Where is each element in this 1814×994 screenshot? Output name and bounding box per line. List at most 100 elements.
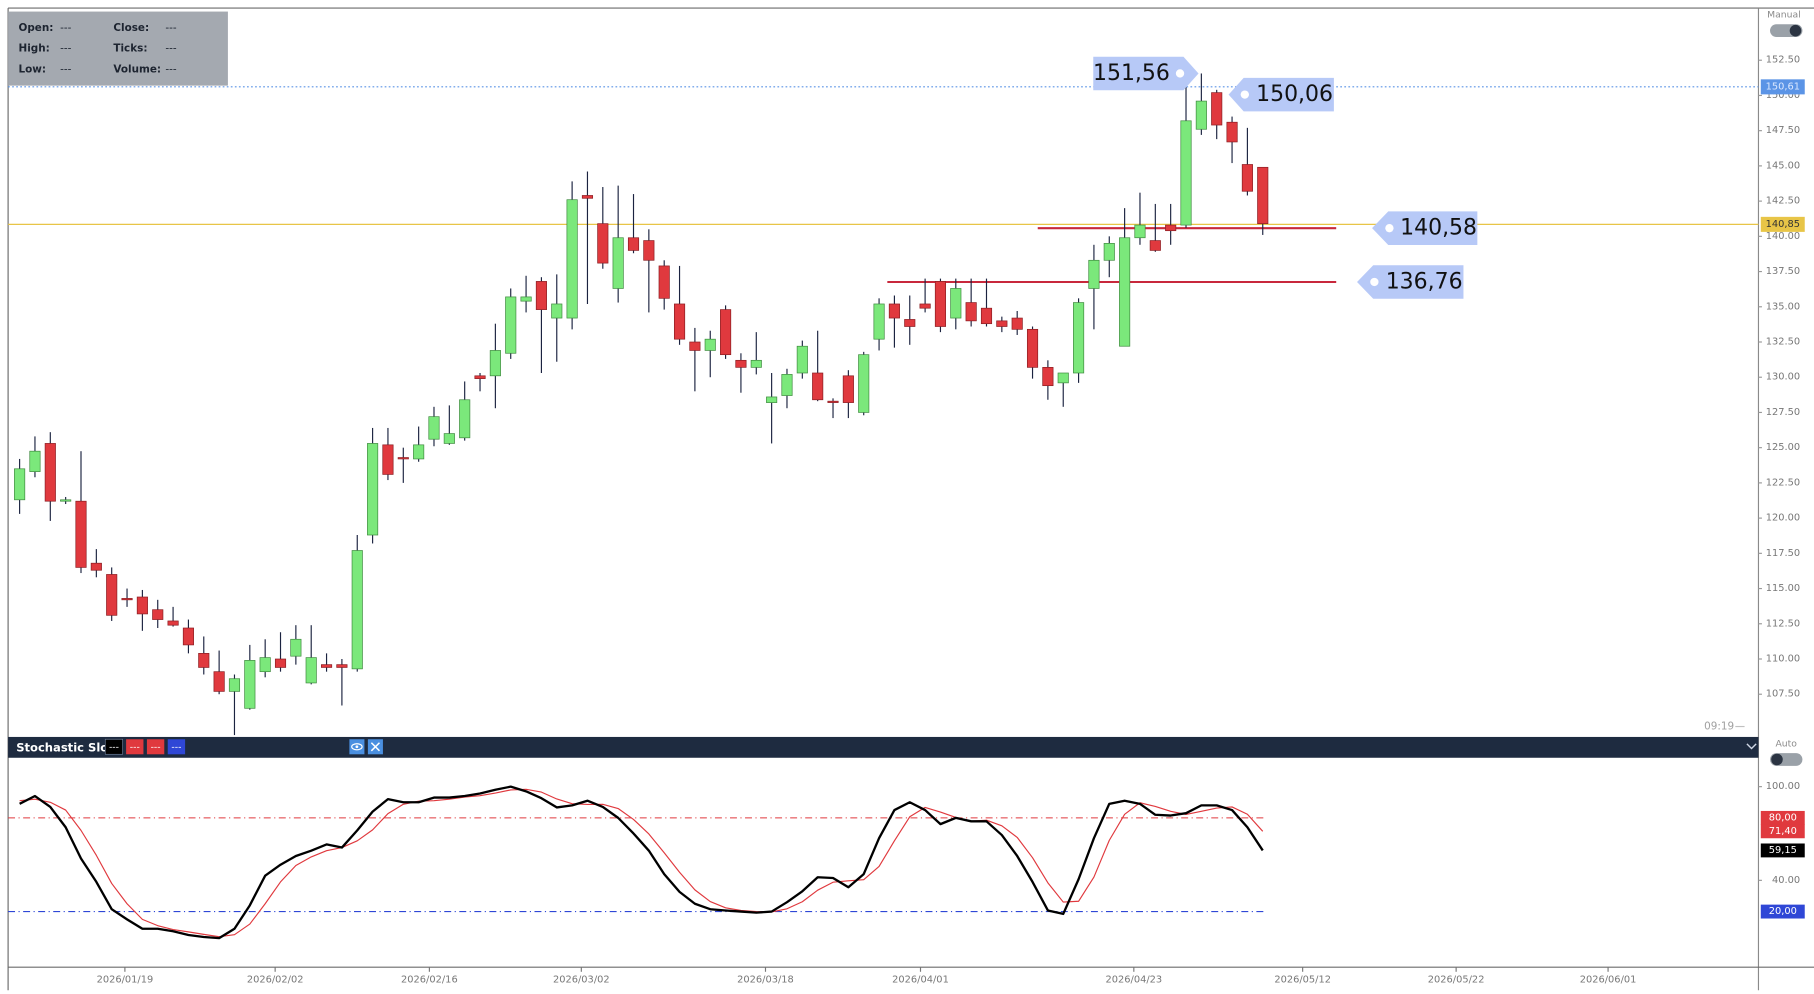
y-tick-label: 130.00	[1766, 372, 1800, 383]
manual-toggle[interactable]	[1770, 24, 1803, 38]
info-value: ---	[60, 22, 72, 34]
candle-body	[1011, 317, 1023, 330]
candle-body	[413, 444, 425, 460]
param-box[interactable]	[126, 739, 144, 755]
price-label-box	[1760, 79, 1805, 95]
candle-body	[643, 240, 655, 261]
level-label-box	[1760, 904, 1805, 919]
annotation-box	[1372, 211, 1478, 245]
candle-body	[566, 199, 578, 319]
candle-body	[244, 660, 256, 709]
candle-body	[735, 359, 747, 368]
price-label-box	[1760, 216, 1805, 232]
candle-body	[1073, 302, 1085, 374]
candle-body	[996, 320, 1008, 327]
candle-body	[535, 281, 547, 310]
candle-body	[459, 399, 471, 439]
y-tick-label: 140.00	[1766, 231, 1800, 242]
candle-body	[1042, 367, 1054, 387]
candle-body	[919, 303, 931, 309]
info-value: ---	[165, 63, 177, 75]
param-value[interactable]: ---	[130, 741, 140, 752]
info-label: Low:	[19, 63, 47, 75]
param-box[interactable]	[167, 739, 186, 755]
y-tick-label: 110.00	[1766, 653, 1800, 664]
info-label: Open:	[19, 22, 54, 34]
candle-body	[182, 627, 194, 646]
y-tick-label: 132.50	[1766, 337, 1800, 348]
indicator-header	[8, 736, 1759, 758]
candle-body	[1257, 166, 1269, 225]
x-tick-label: 2026/04/01	[892, 974, 949, 985]
visibility-button[interactable]	[349, 739, 365, 755]
collapse-chevron[interactable]	[1746, 743, 1757, 750]
candle-body	[75, 500, 87, 568]
info-value: ---	[60, 63, 72, 75]
annotation-label: 136,76	[1386, 269, 1463, 294]
x-tick-label: 2026/05/12	[1274, 974, 1331, 985]
candle-body	[305, 657, 317, 684]
candle-body	[858, 354, 870, 413]
param-value[interactable]: ---	[151, 741, 161, 752]
y-tick-label: 147.50	[1766, 125, 1800, 136]
annotation-box	[1093, 56, 1199, 91]
candle-body	[597, 223, 609, 264]
close-button[interactable]	[367, 739, 383, 755]
y-tick-label: 135.00	[1766, 301, 1800, 312]
toggle-label: Auto	[1775, 738, 1797, 749]
candle-body	[228, 678, 241, 692]
price-label: 150,61	[1766, 81, 1800, 92]
value-label-box	[1760, 824, 1805, 839]
candle-body	[796, 345, 808, 374]
y-tick-label: 120.00	[1766, 513, 1800, 524]
candle-body	[1057, 372, 1069, 384]
candle-body	[520, 296, 532, 302]
annotation-pin	[1370, 277, 1379, 287]
info-value: ---	[60, 43, 72, 55]
candle-body	[121, 598, 133, 601]
candle-body	[1180, 120, 1192, 226]
x-tick-label: 2026/02/16	[401, 974, 458, 985]
y-tick-label: 145.00	[1766, 160, 1800, 171]
candle-body	[1195, 100, 1207, 130]
candle-body	[627, 237, 640, 251]
candle-body	[321, 664, 333, 668]
y-tick-label: 142.50	[1766, 196, 1800, 207]
candle-body	[781, 374, 793, 396]
candle-body	[1211, 92, 1223, 126]
candle-body	[1088, 259, 1100, 289]
candle-body	[612, 237, 624, 289]
param-value[interactable]: ---	[109, 741, 119, 752]
candle-body	[658, 265, 670, 299]
y-tick-label: 40.00	[1772, 875, 1800, 886]
candle-body	[351, 550, 363, 670]
candle-body	[136, 596, 148, 615]
param-value[interactable]: ---	[171, 741, 181, 752]
candle-body	[904, 319, 916, 327]
x-tick-label: 2026/01/19	[97, 974, 154, 985]
candle-body	[1241, 164, 1253, 192]
candle-body	[382, 444, 394, 475]
x-tick-label: 2026/03/02	[553, 974, 610, 985]
info-label: Ticks:	[113, 43, 147, 55]
candle-body	[336, 664, 348, 668]
candle-body	[90, 562, 102, 571]
auto-toggle[interactable]	[1770, 753, 1803, 766]
annotation-box	[1357, 265, 1464, 299]
info-label: Close:	[113, 22, 149, 34]
candle-body	[274, 658, 287, 668]
annotation-label: 150,06	[1256, 82, 1333, 107]
candle-body	[443, 433, 455, 444]
value-label: 71,40	[1769, 826, 1797, 837]
x-tick-label: 2026/06/01	[1580, 974, 1637, 985]
info-label: High:	[19, 43, 50, 55]
candle-body	[888, 303, 900, 319]
annotation-box	[1228, 77, 1334, 112]
candle-body	[980, 307, 993, 325]
param-box[interactable]	[104, 738, 123, 755]
candle-body	[673, 303, 686, 340]
candle-body	[934, 281, 947, 327]
param-box[interactable]	[146, 739, 165, 755]
